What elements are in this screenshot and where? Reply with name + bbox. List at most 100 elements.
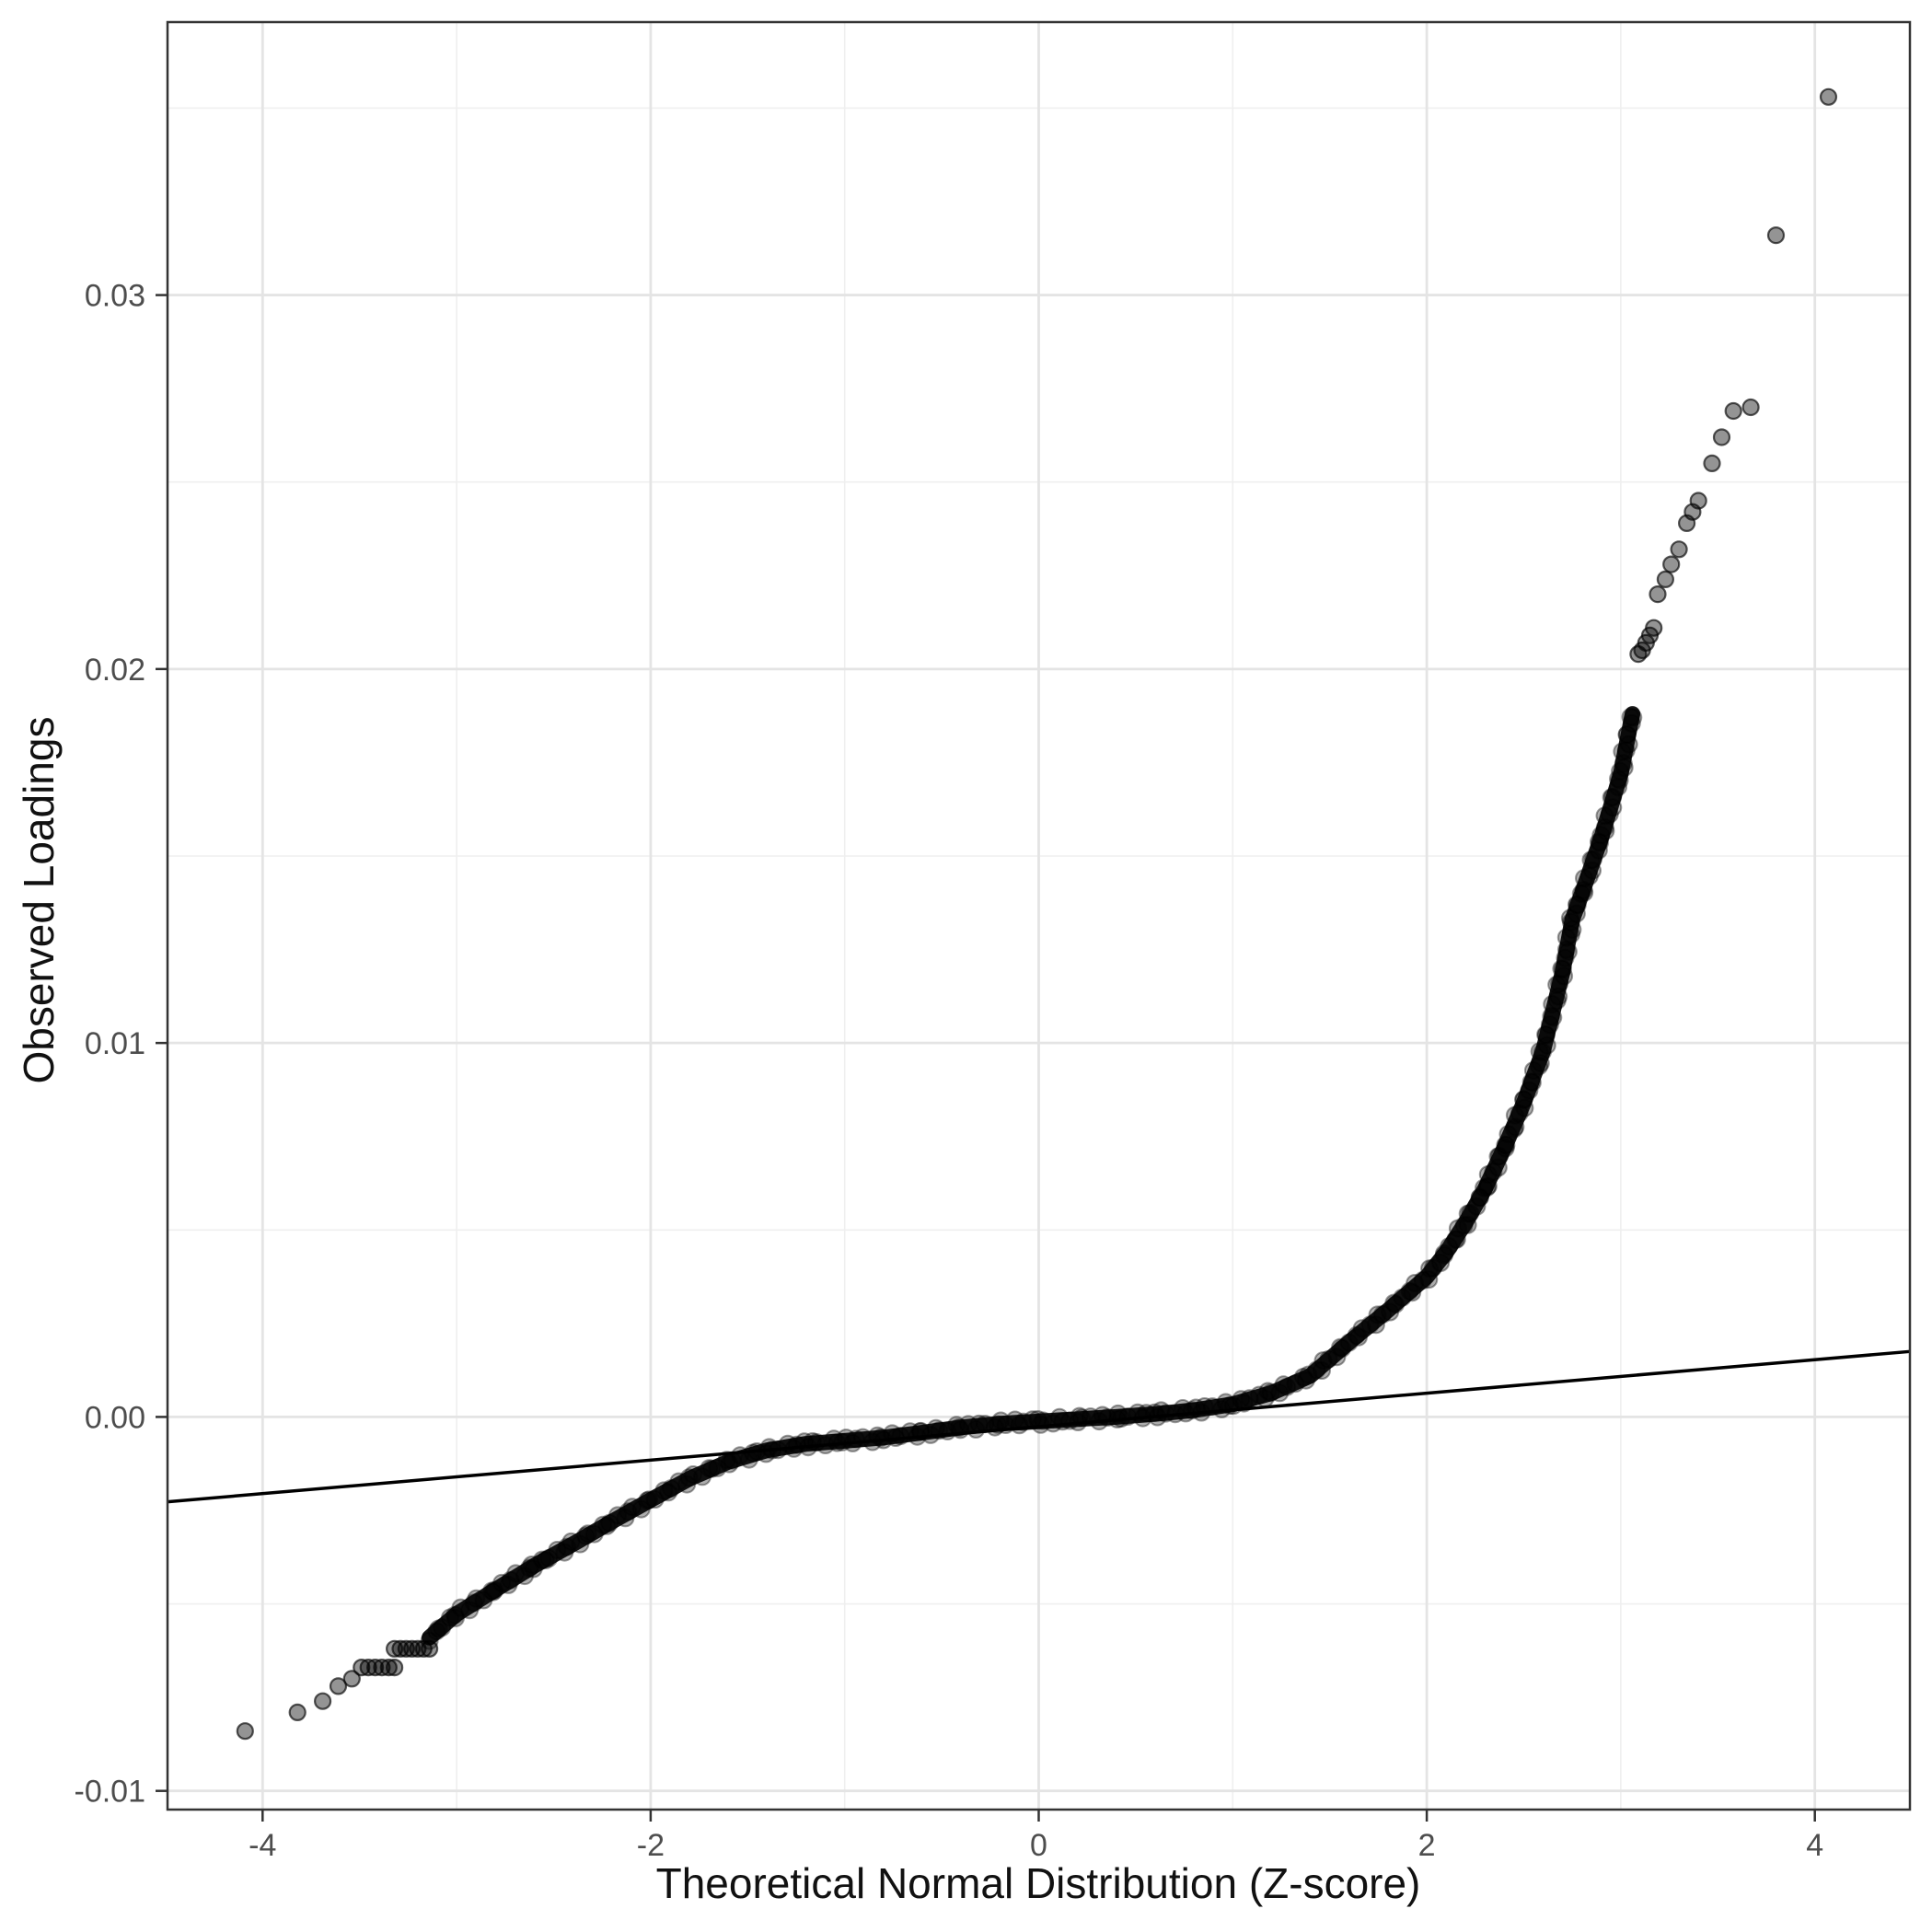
data-point xyxy=(1478,1165,1498,1184)
data-point xyxy=(1183,1401,1202,1420)
upper-tail-point xyxy=(1724,401,1742,421)
data-point xyxy=(1108,1404,1128,1423)
data-point xyxy=(622,1498,642,1517)
lower-tail-point xyxy=(314,1692,332,1710)
x-tick-label: 0 xyxy=(1030,1828,1047,1863)
data-point xyxy=(1156,1404,1175,1423)
data-point xyxy=(483,1582,503,1602)
data-point xyxy=(1547,975,1567,994)
data-point xyxy=(1514,1090,1533,1109)
data-point xyxy=(1603,788,1623,806)
data-point xyxy=(464,1593,483,1613)
data-point xyxy=(1567,904,1586,923)
data-point xyxy=(731,1446,750,1465)
data-point xyxy=(1400,1281,1419,1301)
data-point xyxy=(1093,1406,1112,1425)
data-point xyxy=(1232,1390,1251,1409)
data-point xyxy=(584,1524,604,1544)
data-point xyxy=(619,1502,638,1521)
data-point xyxy=(1435,1244,1453,1263)
upper-tail-point xyxy=(1819,87,1838,106)
data-point xyxy=(1221,1396,1240,1415)
data-point xyxy=(778,1434,797,1453)
data-point xyxy=(1515,1098,1534,1117)
data-point xyxy=(1579,867,1599,885)
data-point xyxy=(827,1433,847,1452)
data-point xyxy=(1595,818,1614,838)
data-point xyxy=(1072,1408,1092,1428)
data-point xyxy=(1617,725,1637,745)
upper-tail-point xyxy=(1703,454,1721,472)
data-point xyxy=(578,1524,597,1544)
data-point xyxy=(1556,940,1576,959)
data-point xyxy=(708,1458,727,1477)
data-point xyxy=(1286,1374,1305,1394)
data-point xyxy=(1447,1230,1466,1249)
data-point xyxy=(1613,742,1632,761)
data-point xyxy=(1600,804,1619,824)
data-point xyxy=(985,1417,1004,1437)
data-point xyxy=(908,1427,927,1446)
x-tick-label: -4 xyxy=(249,1828,276,1863)
data-point xyxy=(843,1433,862,1452)
data-point xyxy=(1070,1406,1089,1426)
data-point xyxy=(1403,1283,1422,1302)
data-point xyxy=(1327,1348,1347,1367)
data-point xyxy=(1386,1295,1406,1314)
data-point xyxy=(1558,942,1578,961)
data-point xyxy=(1368,1305,1387,1325)
data-point xyxy=(976,1415,995,1434)
data-point xyxy=(949,1418,968,1437)
data-point xyxy=(446,1608,465,1627)
data-point xyxy=(1614,758,1634,777)
data-point xyxy=(555,1543,574,1562)
y-tick-label: 0.00 xyxy=(85,1400,145,1435)
data-point xyxy=(533,1550,551,1569)
data-point xyxy=(1270,1383,1290,1403)
data-point xyxy=(1581,850,1601,870)
data-point xyxy=(1614,754,1633,773)
data-point xyxy=(1530,1042,1549,1061)
data-point xyxy=(597,1516,617,1535)
y-tick-label: 0.03 xyxy=(85,279,145,314)
data-point xyxy=(1536,1025,1556,1044)
data-point xyxy=(1477,1178,1497,1197)
data-point xyxy=(1619,735,1638,754)
data-point xyxy=(1547,991,1567,1010)
data-point xyxy=(833,1432,852,1452)
data-point xyxy=(1590,832,1608,851)
x-axis-title: Theoretical Normal Distribution (Z-score… xyxy=(656,1859,1421,1907)
data-point xyxy=(763,1440,781,1460)
data-point xyxy=(1506,1117,1525,1137)
data-point xyxy=(969,1414,989,1433)
data-point xyxy=(1293,1368,1313,1386)
data-point xyxy=(921,1425,941,1444)
y-tick-label: -0.01 xyxy=(75,1775,146,1810)
data-point xyxy=(1571,884,1591,903)
data-point xyxy=(1543,995,1562,1013)
data-point xyxy=(966,1419,986,1439)
data-point xyxy=(539,1548,559,1568)
data-point xyxy=(1555,966,1574,986)
data-point xyxy=(631,1499,651,1519)
lower-tail-point xyxy=(379,1658,398,1677)
data-point xyxy=(959,1415,978,1434)
data-point xyxy=(467,1589,486,1608)
data-point xyxy=(506,1564,526,1583)
data-point xyxy=(1522,1073,1542,1093)
data-point xyxy=(482,1581,502,1601)
data-point xyxy=(1454,1216,1474,1235)
data-point xyxy=(1424,1258,1442,1278)
data-point xyxy=(1431,1254,1451,1272)
upper-tail-point xyxy=(1656,570,1675,589)
data-point xyxy=(759,1438,779,1457)
data-point xyxy=(1563,920,1582,939)
lower-tail-point xyxy=(342,1670,361,1688)
data-point xyxy=(1616,741,1636,760)
data-point xyxy=(1561,925,1580,944)
data-point xyxy=(1475,1178,1494,1197)
data-point xyxy=(1098,1408,1117,1427)
data-point xyxy=(520,1558,539,1578)
data-point xyxy=(1216,1393,1235,1412)
